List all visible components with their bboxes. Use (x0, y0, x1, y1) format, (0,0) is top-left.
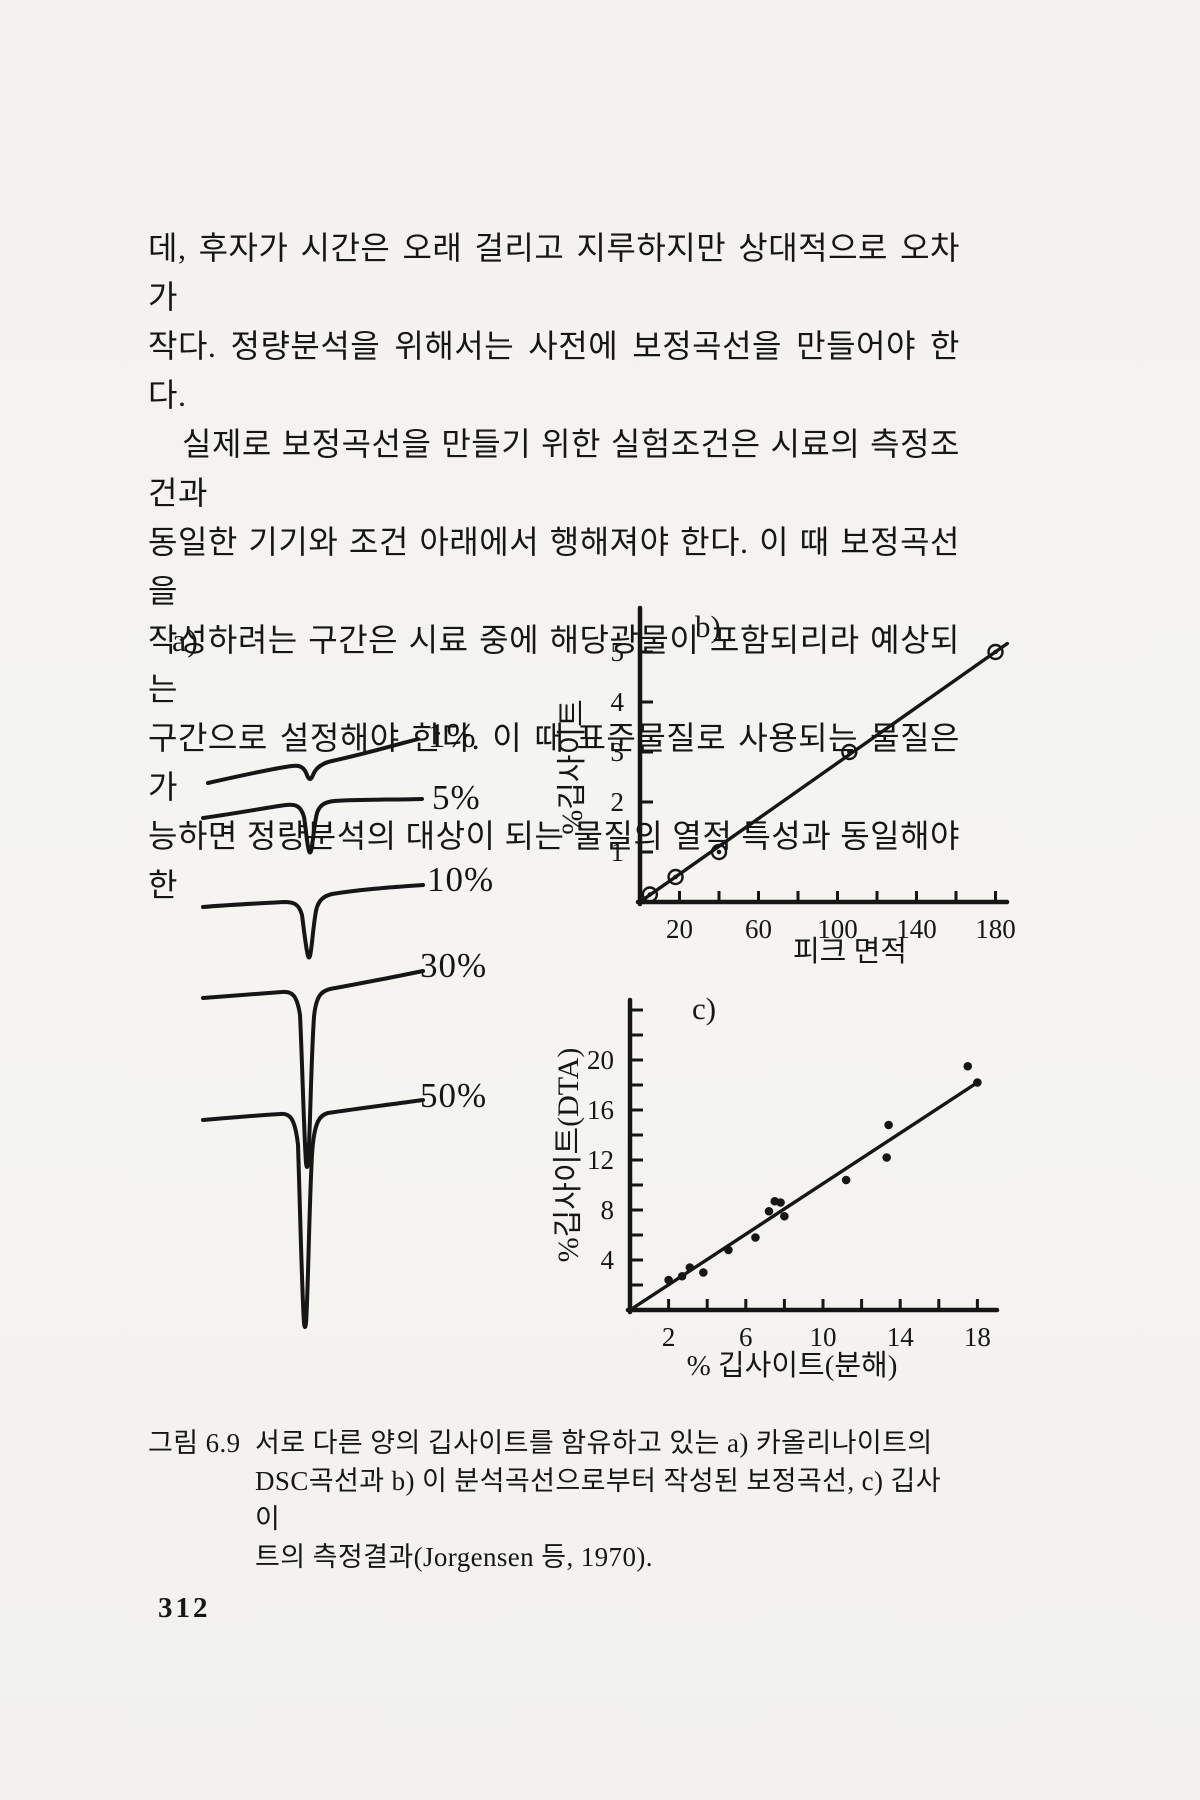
chart-c-ticks (630, 1008, 979, 1310)
body-line: 실제로 보정곡선을 만들기 위한 실험조건은 시료의 측정조건과 (148, 426, 960, 511)
dsc-curves (201, 737, 425, 1329)
svg-text:1: 1 (611, 837, 625, 867)
chart-c-panel-label: c) (692, 991, 716, 1026)
svg-text:180: 180 (975, 914, 1016, 944)
body-line: 구간으로 설정해야 한다. 이 때 표준물질로 사용되는 물질은 가 (148, 720, 960, 805)
svg-text:20: 20 (587, 1045, 614, 1075)
dsc-curve-30pct (201, 969, 425, 1169)
svg-text:18: 18 (964, 1322, 991, 1352)
chart-b-fit-line (640, 641, 1010, 903)
svg-text:8: 8 (601, 1195, 615, 1225)
body-line: 능하면 정량분석의 대상이 되는 물질의 열적 특성과 동일해야 한 (148, 818, 960, 903)
chart-b-panel-label: b) (695, 609, 721, 644)
chart-b: 20 60 100 140 180 1 2 3 4 5 b) 피크 면적 %깁사이트 (556, 605, 1016, 968)
panel-a-label: a) (172, 622, 199, 658)
svg-text:4: 4 (601, 1245, 615, 1275)
chart-c-xlabel: % 깁사이트(분해) (687, 1350, 898, 1382)
chart-c-fit-line (632, 1079, 982, 1310)
svg-text:3: 3 (611, 737, 625, 767)
dsc-curve-50pct (201, 1098, 425, 1329)
body-paragraph: 데, 후자가 시간은 오래 걸리고 지루하지만 상대적으로 오차가 작다. 정량… (148, 224, 960, 910)
body-line: 데, 후자가 시간은 오래 걸리고 지루하지만 상대적으로 오차가 (148, 230, 960, 315)
svg-text:16: 16 (587, 1095, 614, 1125)
curve-label-10pct: 10% (427, 860, 495, 899)
body-line: 작성하려는 구간은 시료 중에 해당광물이 포함되리라 예상되는 (148, 622, 960, 707)
svg-text:60: 60 (745, 914, 772, 944)
chart-b-ticks (640, 650, 997, 902)
chart-b-xlabel: 피크 면적 (793, 935, 907, 968)
curve-label-30pct: 30% (420, 946, 488, 985)
chart-b-points (641, 643, 1004, 903)
curve-label-50pct: 50% (420, 1076, 488, 1115)
curve-label-1pct: 1% (428, 716, 477, 755)
svg-text:14: 14 (887, 1322, 915, 1352)
curve-label-5pct: 5% (432, 778, 481, 817)
svg-text:5: 5 (611, 637, 625, 667)
page-number: 312 (158, 1592, 211, 1624)
chart-b-tick-labels: 20 60 100 140 180 1 2 3 4 5 (611, 637, 1016, 944)
chart-b-ylabel: %깁사이트 (556, 699, 589, 834)
svg-text:140: 140 (896, 914, 937, 944)
dsc-curve-5pct (201, 797, 424, 855)
figure-caption: 그림 6.9 서로 다른 양의 깁사이트를 함유하고 있는 a) 카올리나이트의… (148, 1424, 964, 1576)
caption-number: 그림 6.9 (148, 1428, 241, 1458)
body-line: 작다. 정량분석을 위해서는 사전에 보정곡선을 만들어야 한다. (148, 328, 960, 413)
svg-text:4: 4 (611, 687, 625, 717)
svg-text:100: 100 (817, 914, 858, 944)
chart-c-tick-labels: 2 6 10 14 18 4 8 12 16 20 (587, 1045, 991, 1352)
svg-text:20: 20 (666, 914, 693, 944)
svg-text:12: 12 (587, 1145, 614, 1175)
caption-line: 트의 측정결과(Jorgensen 등, 1970). (255, 1542, 653, 1572)
chart-c-ylabel: %깁사이트(DTA) (552, 1048, 585, 1263)
chart-b-axes (635, 605, 1010, 907)
svg-text:2: 2 (662, 1322, 676, 1352)
body-line: 동일한 기기와 조건 아래에서 행해져야 한다. 이 때 보정곡선을 (148, 524, 960, 609)
chart-c-points (664, 1061, 982, 1285)
chart-c: 2 6 10 14 18 4 8 12 16 20 c) % 깁사이트(분해) %깁사이트(DTA) (552, 991, 1000, 1382)
caption-line: 서로 다른 양의 깁사이트를 함유하고 있는 a) 카올리나이트의 (255, 1428, 933, 1458)
dsc-curve-10pct (201, 883, 425, 960)
dsc-curve-1pct (206, 737, 420, 785)
svg-text:10: 10 (810, 1322, 837, 1352)
svg-text:2: 2 (611, 787, 625, 817)
svg-text:6: 6 (739, 1322, 753, 1352)
chart-c-axes (625, 997, 1000, 1315)
caption-line: DSC곡선과 b) 이 분석곡선으로부터 작성된 보정곡선, c) 깁사이 (255, 1466, 942, 1534)
